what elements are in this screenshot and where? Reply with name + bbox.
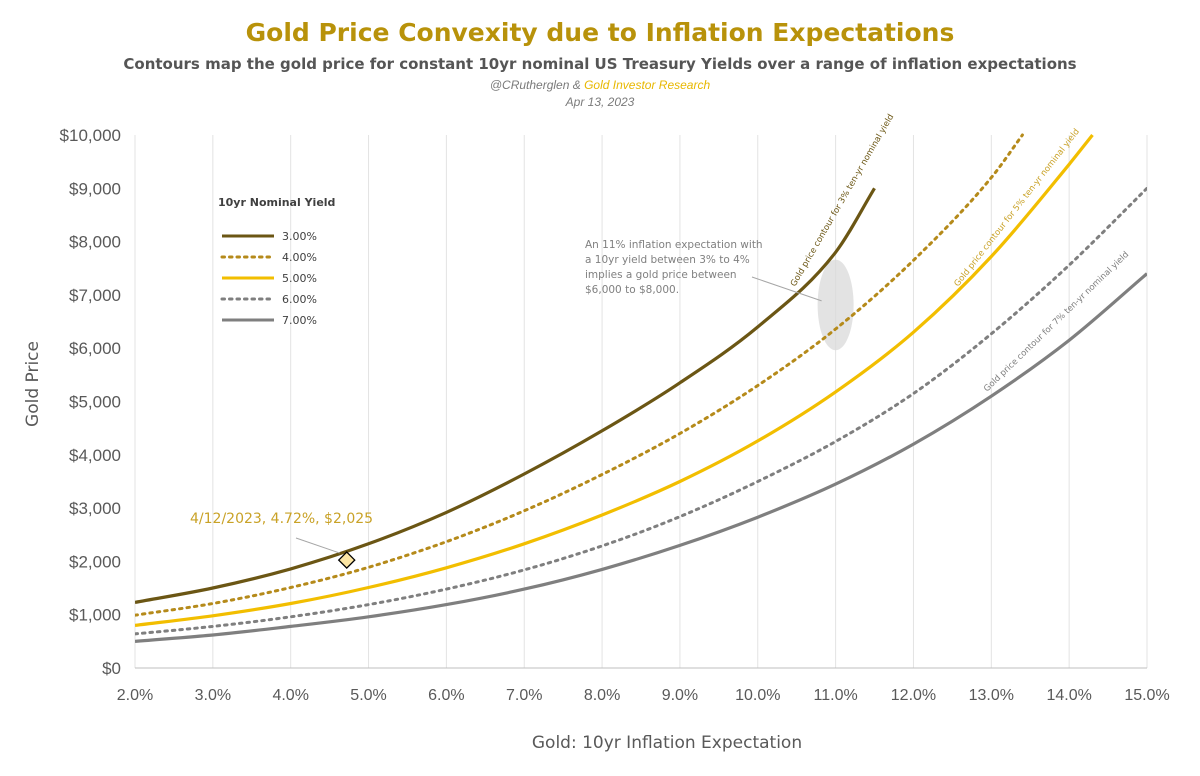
byline: @CRutherglen & Gold Investor Research <box>0 78 1200 92</box>
x-tick-label: 7.0% <box>506 687 542 704</box>
point-leader <box>295 537 340 554</box>
x-tick-label: 3.0% <box>195 687 231 704</box>
x-tick-label: 4.0% <box>272 687 308 704</box>
chart-date: Apr 13, 2023 <box>565 95 635 109</box>
annotation: An 11% inflation expectation with a 10yr … <box>585 239 822 302</box>
contour-label: Gold price contour for 3% ten-yr nominal… <box>789 113 896 289</box>
annotation-line: $6,000 to $8,000. <box>585 284 679 296</box>
x-tick-label: 2.0% <box>117 687 153 704</box>
x-tick-label: 10.0% <box>735 687 780 704</box>
series-line-3 <box>135 134 1094 627</box>
highlight-point-group: 4/12/2023, 4.72%, $2,025 <box>190 511 373 569</box>
y-tick-label: $2,000 <box>69 552 121 571</box>
y-tick-label: $0 <box>102 659 121 678</box>
y-tick-label: $4,000 <box>69 446 121 465</box>
byline-org: Gold Investor Research <box>584 78 711 92</box>
highlight-point-label: 4/12/2023, 4.72%, $2,025 <box>190 511 373 527</box>
annotation-leader <box>751 276 822 302</box>
grid-lines <box>134 135 1148 668</box>
x-tick-label: 8.0% <box>584 687 620 704</box>
legend-label: 5.00% <box>282 272 317 285</box>
x-tick-label: 5.0% <box>350 687 386 704</box>
x-axis-title: Gold: 10yr Inflation Expectation <box>532 733 802 753</box>
legend-label: 3.00% <box>282 230 317 243</box>
series-line-2 <box>135 133 1024 617</box>
y-tick-label: $3,000 <box>69 499 121 518</box>
annotation-ellipse <box>817 259 854 351</box>
series-line-5 <box>135 272 1147 643</box>
contour-label: Gold price contour for 5% ten-yr nominal… <box>952 127 1081 289</box>
series-layer <box>135 133 1147 643</box>
y-tick-label: $6,000 <box>69 339 121 358</box>
x-tick-label: 11.0% <box>814 687 858 704</box>
annotation-line: An 11% inflation expectation with <box>585 239 763 251</box>
x-tick-label: 15.0% <box>1124 687 1169 704</box>
chart-subtitle: Contours map the gold price for constant… <box>123 55 1077 73</box>
x-tick-label: 13.0% <box>969 687 1014 704</box>
legend: 10yr Nominal Yield 3.00% 4.00% 5.00% 6.00% 7.… <box>218 196 335 327</box>
y-tick-label: $8,000 <box>69 233 121 252</box>
y-tick-label: $5,000 <box>69 393 121 412</box>
y-tick-label: $1,000 <box>69 606 121 625</box>
annotation-line: implies a gold price between <box>585 269 737 281</box>
legend-title: 10yr Nominal Yield <box>218 196 335 209</box>
x-tick-label: 6.0% <box>428 687 464 704</box>
y-tick-label: $9,000 <box>69 179 121 198</box>
legend-label: 7.00% <box>282 314 317 327</box>
annotation-line: a 10yr yield between 3% to 4% <box>585 254 750 266</box>
legend-label: 6.00% <box>282 293 317 306</box>
y-tick-label: $7,000 <box>69 286 121 305</box>
chart-title: Gold Price Convexity due to Inflation Ex… <box>245 18 955 47</box>
series-line-1 <box>135 187 876 604</box>
x-tick-label: 12.0% <box>891 687 936 704</box>
y-axis-ticks: $0 $1,000 $2,000 $3,000 $4,000 $5,000 $6,000 $7… <box>60 126 121 678</box>
x-tick-label: 14.0% <box>1046 687 1091 704</box>
y-axis-title: Gold Price <box>23 341 43 427</box>
y-tick-label: $10,000 <box>60 126 121 145</box>
x-axis-ticks: 2.0% 3.0% 4.0% 5.0% 6.0% 7.0% 8.0% 9.0% 10.0% 11.… <box>117 687 1170 704</box>
series-line-4 <box>135 186 1147 636</box>
byline-author: @CRutherglen & <box>489 78 585 92</box>
highlight-point <box>337 551 356 569</box>
x-tick-label: 9.0% <box>662 687 698 704</box>
legend-label: 4.00% <box>282 251 317 264</box>
